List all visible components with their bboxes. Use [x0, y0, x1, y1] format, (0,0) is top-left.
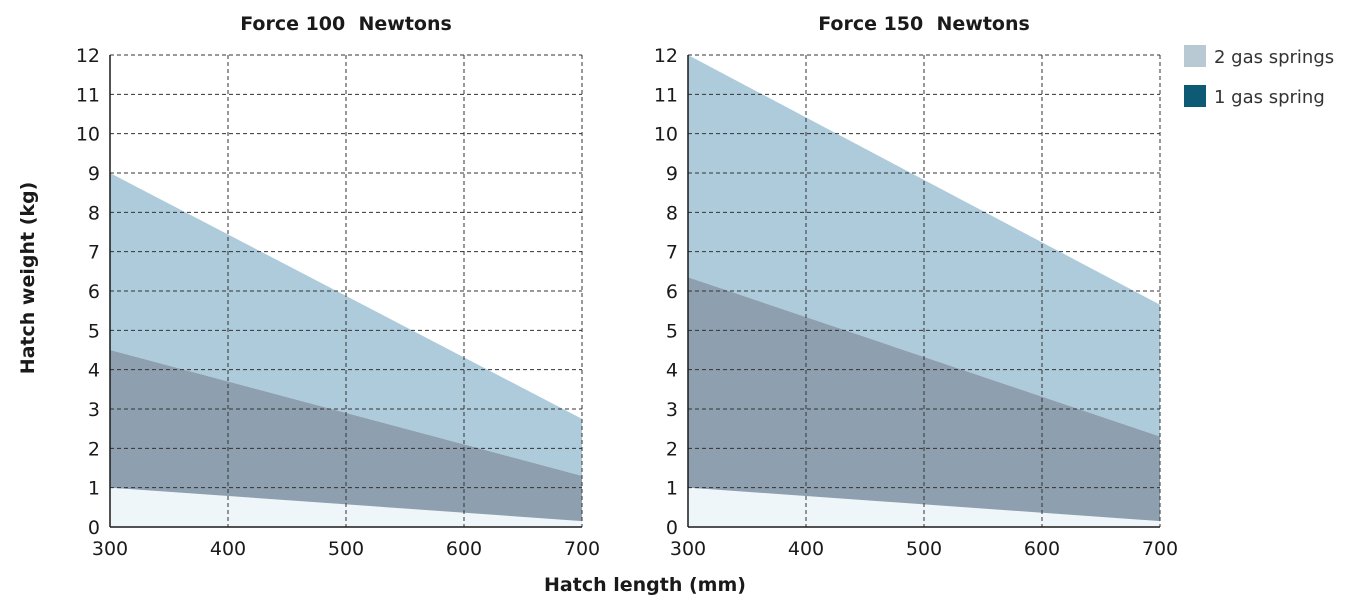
- y-tick-label: 8: [666, 202, 678, 224]
- y-tick-label: 7: [88, 242, 100, 264]
- y-tick-label: 9: [88, 163, 100, 185]
- y-tick-label: 5: [88, 320, 100, 342]
- y-tick-label: 0: [88, 517, 100, 539]
- x-tick-label: 500: [906, 538, 942, 560]
- legend: 2 gas springs 1 gas spring: [1184, 45, 1334, 108]
- chart-title: Force 100 Newtons: [240, 13, 452, 35]
- y-tick-label: 8: [88, 202, 100, 224]
- y-tick-label: 3: [88, 399, 100, 421]
- y-tick-label: 0: [666, 517, 678, 539]
- y-tick-label: 1: [666, 478, 678, 500]
- x-tick-label: 300: [670, 538, 706, 560]
- y-tick-label: 1: [88, 478, 100, 500]
- y-tick-label: 10: [654, 124, 678, 146]
- x-tick-label: 700: [1142, 538, 1178, 560]
- chart-title: Force 150 Newtons: [818, 13, 1030, 35]
- y-tick-label: 6: [666, 281, 678, 303]
- y-tick-label: 9: [666, 163, 678, 185]
- y-tick-label: 2: [666, 438, 678, 460]
- y-tick-label: 5: [666, 320, 678, 342]
- legend-swatch-two-springs: [1184, 45, 1206, 67]
- y-tick-label: 11: [76, 84, 100, 106]
- y-tick-label: 7: [666, 242, 678, 264]
- x-axis-label: Hatch length (mm): [544, 574, 746, 596]
- y-tick-label: 10: [76, 124, 100, 146]
- x-tick-label: 300: [92, 538, 128, 560]
- x-tick-label: 600: [1024, 538, 1060, 560]
- y-tick-label: 2: [88, 438, 100, 460]
- x-tick-label: 400: [788, 538, 824, 560]
- y-tick-label: 12: [654, 45, 678, 67]
- legend-label-one-spring: 1 gas spring: [1214, 87, 1325, 108]
- x-tick-label: 600: [446, 538, 482, 560]
- y-tick-label: 6: [88, 281, 100, 303]
- x-tick-label: 400: [210, 538, 246, 560]
- y-axis-label: Hatch weight (kg): [17, 182, 39, 375]
- y-tick-label: 11: [654, 84, 678, 106]
- y-tick-label: 4: [88, 360, 100, 382]
- y-tick-label: 4: [666, 360, 678, 382]
- legend-swatch-one-spring: [1184, 85, 1206, 107]
- legend-label-two-springs: 2 gas springs: [1214, 47, 1334, 68]
- x-tick-label: 500: [328, 538, 364, 560]
- x-tick-label: 700: [564, 538, 600, 560]
- y-tick-label: 3: [666, 399, 678, 421]
- y-tick-label: 12: [76, 45, 100, 67]
